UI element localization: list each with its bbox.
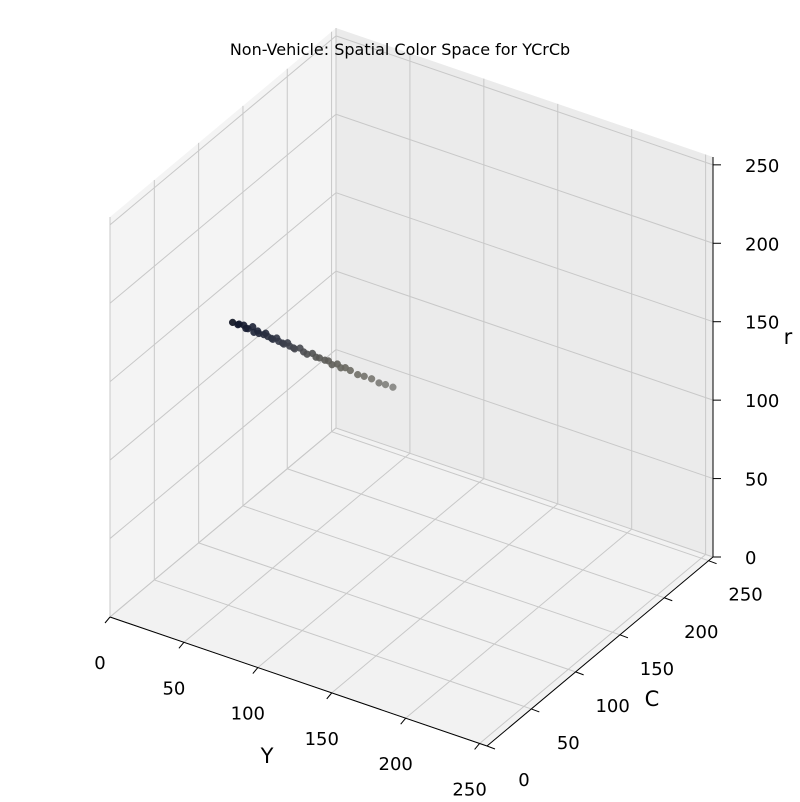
z-tick-label: 100 (745, 391, 779, 412)
gridline (331, 503, 559, 694)
x-tick (400, 717, 407, 725)
x-tick (252, 667, 259, 674)
y-tick-label: 100 (595, 696, 629, 717)
y-tick-label: 0 (518, 770, 529, 791)
gridline (335, 270, 714, 401)
y-tick (531, 708, 540, 713)
x-tick (178, 641, 185, 649)
gridlines (109, 28, 714, 747)
x-tick-label: 50 (162, 678, 185, 699)
z-tick-label: 250 (745, 156, 779, 177)
y-axis-label: C (645, 687, 660, 711)
x-tick-label: 250 (452, 779, 486, 798)
y-tick-label: 250 (728, 585, 762, 606)
axis-edges (109, 157, 714, 747)
z-axis-label: r (784, 325, 793, 349)
gridline (242, 505, 621, 636)
gridline (335, 192, 714, 323)
gridline (479, 554, 706, 744)
gridline (405, 528, 633, 719)
back-pane (336, 28, 713, 557)
z-tick-label: 0 (745, 548, 756, 569)
z-tick-label: 150 (745, 313, 779, 334)
axis-labels: 0 50 100 150 200 250 0 50 100 150 200 250 0 50 100 150 2… (94, 156, 793, 801)
z-tick-label: 50 (745, 470, 768, 491)
x-tick (326, 692, 333, 700)
x-tick-label: 150 (305, 729, 339, 750)
data-point (354, 370, 362, 379)
data-point (375, 379, 383, 387)
z-tick-label: 200 (745, 234, 779, 255)
y-axis-line (486, 556, 714, 747)
gridline (287, 468, 665, 599)
x-tick-label: 0 (94, 653, 105, 674)
gridline (335, 35, 714, 166)
gridline (335, 427, 714, 558)
data-point (346, 366, 354, 375)
axis-panes (110, 28, 713, 746)
gridline (109, 349, 337, 539)
tick-marks (104, 164, 721, 750)
gridline (109, 35, 337, 226)
chart-title: Non-Vehicle: Spatial Color Space for YCr… (230, 40, 570, 59)
x-tick (474, 743, 480, 750)
x-tick-label: 100 (231, 704, 265, 725)
gridline (109, 192, 337, 383)
y-tick (708, 560, 717, 565)
y-tick (619, 634, 629, 639)
data-point (367, 375, 376, 383)
x-axis-line (109, 616, 488, 747)
gridline (198, 542, 576, 673)
gridline (335, 113, 714, 244)
y-tick-label: 150 (640, 659, 674, 680)
y-tick (486, 745, 496, 750)
gridline (335, 349, 714, 480)
data-point (389, 383, 397, 391)
data-point (381, 380, 390, 389)
gridline (109, 427, 337, 618)
gridline (331, 431, 709, 562)
gridline (183, 452, 411, 643)
y-tick-label: 200 (684, 622, 718, 643)
gridline (257, 478, 485, 668)
y-tick-label: 50 (557, 733, 580, 754)
x-tick-label: 200 (379, 754, 413, 775)
x-axis-label: Y (260, 744, 274, 768)
gridline (109, 113, 337, 304)
data-points (228, 318, 397, 391)
data-point (360, 372, 368, 380)
floor-pane (110, 428, 713, 746)
y-tick (664, 597, 673, 602)
y-tick (575, 671, 584, 676)
x-tick (104, 616, 111, 624)
gridline (109, 270, 337, 461)
left-pane (110, 28, 336, 617)
gridline (154, 579, 532, 710)
